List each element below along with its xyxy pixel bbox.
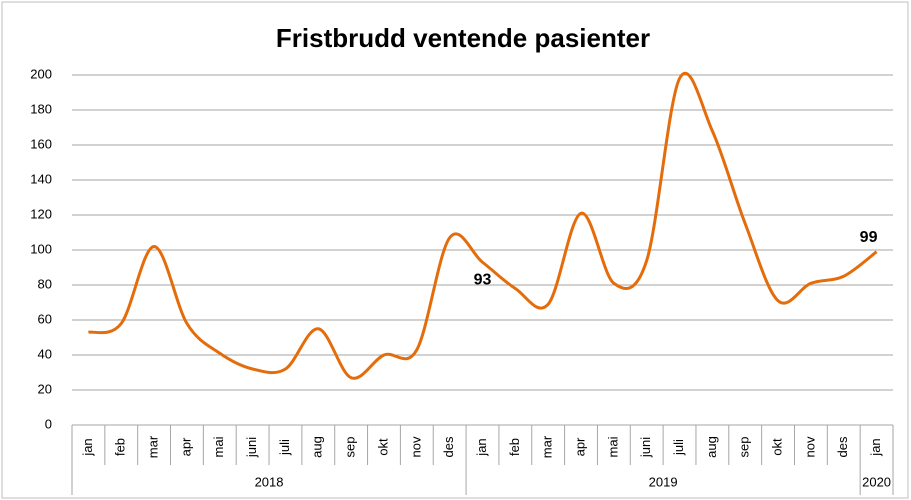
y-tick-label: 180 <box>30 101 52 116</box>
y-tick-label: 100 <box>30 241 52 256</box>
y-tick-label: 140 <box>30 171 52 186</box>
y-tick-label: 120 <box>30 206 52 221</box>
x-tick-label: nov <box>408 436 423 457</box>
data-label: 99 <box>860 229 878 246</box>
x-tick-label: jan <box>868 438 883 456</box>
group-label: 2019 <box>649 474 678 489</box>
x-tick-label: mai <box>211 436 226 457</box>
x-tick-label: juni <box>244 437 259 458</box>
x-tick-label: aug <box>704 436 719 458</box>
x-tick-label: mar <box>146 435 161 458</box>
x-tick-label: des <box>441 436 456 457</box>
y-tick-label: 40 <box>38 346 52 361</box>
y-tick-label: 200 <box>30 66 52 81</box>
y-tick-label: 60 <box>38 311 52 326</box>
x-tick-label: jan <box>80 438 95 456</box>
x-tick-label: okt <box>375 438 390 456</box>
x-tick-label: mai <box>605 436 620 457</box>
group-label: 2018 <box>255 474 284 489</box>
x-tick-label: apr <box>572 437 587 456</box>
y-tick-label: 160 <box>30 136 52 151</box>
y-tick-label: 0 <box>45 416 52 431</box>
group-label: 2020 <box>862 474 891 489</box>
y-tick-label: 80 <box>38 276 52 291</box>
data-line <box>88 71 878 380</box>
y-tick-label: 20 <box>38 381 52 396</box>
chart-title: Fristbrudd ventende pasienter <box>276 23 650 53</box>
x-tick-label: feb <box>113 438 128 456</box>
x-tick-label: apr <box>178 437 193 456</box>
x-tick-label: jan <box>474 438 489 456</box>
x-tick-label: juli <box>671 439 686 456</box>
x-tick-label: aug <box>310 436 325 458</box>
x-tick-label: juni <box>638 437 653 458</box>
x-tick-label: feb <box>507 438 522 456</box>
x-tick-label: okt <box>769 438 784 456</box>
x-tick-label: juli <box>277 439 292 456</box>
x-tick-label: mar <box>540 435 555 458</box>
data-label: 93 <box>474 271 492 288</box>
x-tick-label: des <box>835 436 850 457</box>
x-tick-label: nov <box>802 436 817 457</box>
x-tick-label: sep <box>343 437 358 458</box>
x-tick-label: sep <box>737 437 752 458</box>
